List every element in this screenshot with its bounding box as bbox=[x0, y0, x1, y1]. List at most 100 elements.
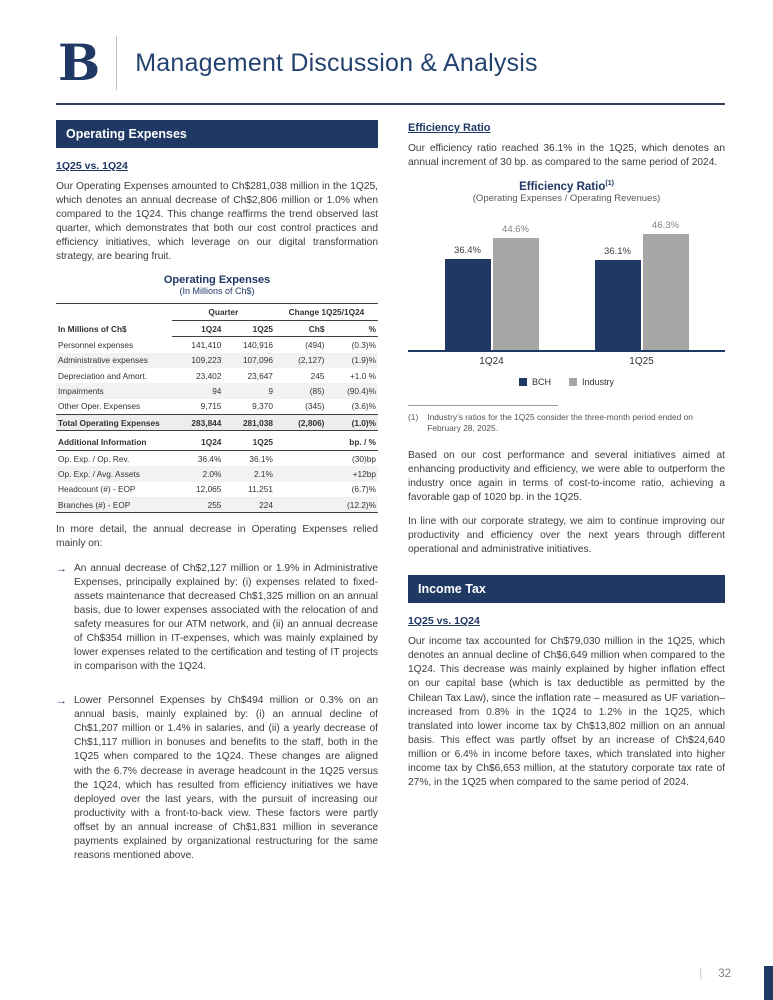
table-row: Op. Exp. / Op. Rev. 36.4% 36.1% (30)bp bbox=[56, 450, 378, 466]
table-cell: (6.7)% bbox=[351, 484, 376, 495]
subheading-1q25-vs-1q24: 1Q25 vs. 1Q24 bbox=[56, 160, 128, 172]
page-number-divider: | bbox=[699, 968, 703, 980]
bch-bar-1q25 bbox=[594, 259, 641, 350]
table-cell: (0.3)% bbox=[351, 339, 376, 350]
table-cell: +12bp bbox=[352, 468, 376, 479]
table-cell: Total Operating Expenses bbox=[56, 414, 172, 432]
efficiency-intro: Our efficiency ratio reached 36.1% in th… bbox=[408, 143, 725, 169]
bank-logo: B bbox=[58, 33, 101, 92]
table-cell: 12,065 bbox=[196, 484, 222, 495]
table-title: Operating Expenses bbox=[163, 274, 271, 287]
bullet-text: An annual decrease of Ch$2,127 million o… bbox=[74, 562, 378, 673]
footnote-text: Industry’s ratios for the 1Q25 consider … bbox=[427, 411, 693, 434]
table-cell: (3.6)% bbox=[351, 401, 376, 412]
chart-legend: BCH Industry bbox=[408, 377, 725, 387]
table-row: Administrative expenses 109,223 107,096 … bbox=[56, 352, 378, 368]
table-row: Branches (#) - EOP 255 224 (12.2)% bbox=[56, 496, 378, 514]
paragraph-outperform: Based on our cost performance and severa… bbox=[408, 449, 725, 503]
table-cell: 94 bbox=[212, 386, 222, 397]
section-header-operating-expenses: Operating Expenses bbox=[56, 120, 378, 148]
table-cell: 141,410 bbox=[191, 339, 222, 350]
table-cell: Headcount (#) - EOP bbox=[58, 484, 136, 495]
industry-legend-swatch bbox=[569, 377, 577, 386]
table-cell: Branches (#) - EOP bbox=[56, 496, 172, 514]
table-cell: (85) bbox=[309, 386, 325, 397]
left-column: Operating Expenses 1Q25 vs. 1Q24 Our Ope… bbox=[56, 120, 378, 883]
table-cell: (494) bbox=[305, 339, 325, 350]
arrow-icon: → bbox=[56, 695, 67, 708]
table-row: Op. Exp. / Avg. Assets 2.0% 2.1% +12bp bbox=[56, 466, 378, 482]
table-cell: 11,251 bbox=[248, 484, 273, 495]
bch-legend-swatch bbox=[518, 377, 527, 386]
table-cell: (345) bbox=[305, 401, 325, 412]
table-cell: 245 bbox=[310, 370, 325, 381]
industry-bar-1q25 bbox=[642, 234, 689, 350]
table-cell: 9 bbox=[268, 386, 273, 397]
column-header: bp. / % bbox=[274, 434, 378, 451]
corner-accent-strip bbox=[764, 966, 773, 1000]
legend-item-bch: BCH bbox=[518, 377, 551, 387]
table-cell: 23,647 bbox=[247, 370, 273, 381]
additional-info-header-row: Additional Information 1Q24 1Q25 bp. / % bbox=[56, 434, 378, 451]
table-row: Headcount (#) - EOP 12,065 11,251 (6.7)% bbox=[56, 482, 378, 497]
chart-x-axis-labels: 1Q24 1Q25 bbox=[408, 352, 725, 367]
table-cell: 109,223 bbox=[191, 355, 222, 366]
chart-title-footnote-ref: (1) bbox=[605, 180, 614, 188]
x-axis-label: 1Q24 bbox=[479, 355, 504, 367]
bullet-administrative-expenses: → An annual decrease of Ch$2,127 million… bbox=[56, 562, 378, 685]
column-header: 1Q24 bbox=[171, 434, 224, 451]
table-row: Impairments 94 9 (85) (90.4)% bbox=[56, 383, 378, 399]
table-row: Other Oper. Expenses 9,715 9,370 (345) (… bbox=[56, 399, 378, 415]
chart-subtitle: (Operating Expenses / Operating Revenues… bbox=[472, 192, 661, 204]
chart-plot-area: 36.4% 44.6% 36.1% 46.3% bbox=[408, 220, 725, 352]
bar-value-label: 36.1% bbox=[604, 245, 631, 257]
legend-item-industry: Industry bbox=[569, 377, 614, 387]
table-cell: Op. Exp. / Avg. Assets bbox=[58, 468, 140, 479]
bar-value-label: 36.4% bbox=[454, 244, 481, 256]
table-cell: (12.2)% bbox=[274, 496, 378, 514]
table-cell: 36.4% bbox=[197, 453, 222, 464]
bar-group-1q24: 36.4% 44.6% bbox=[444, 224, 539, 350]
arrow-icon: → bbox=[56, 562, 67, 575]
efficiency-ratio-chart: Efficiency Ratio(1) (Operating Expenses … bbox=[408, 180, 725, 387]
income-tax-paragraph: Our income tax accounted for Ch$79,030 m… bbox=[408, 636, 725, 788]
table-cell: 107,096 bbox=[242, 355, 273, 366]
legend-label: Industry bbox=[582, 376, 615, 387]
table-row: Depreciation and Amort. 23,402 23,647 24… bbox=[56, 368, 378, 383]
operating-expenses-intro: Our Operating Expenses amounted to Ch$28… bbox=[56, 181, 378, 263]
table-cell: Personnel expenses bbox=[58, 339, 134, 350]
page-header: B Management Discussion & Analysis bbox=[0, 0, 773, 90]
table-cell: (90.4)% bbox=[346, 386, 376, 397]
column-header: 1Q25 bbox=[223, 320, 275, 338]
bar-group-1q25: 36.1% 46.3% bbox=[594, 220, 689, 350]
operating-expenses-table: In Millions of Ch$ Quarter Change 1Q25/1… bbox=[56, 303, 378, 514]
bar-value-label: 44.6% bbox=[502, 224, 529, 236]
table-cell: +1.0 % bbox=[349, 370, 376, 381]
column-header: % bbox=[326, 320, 378, 338]
column-header: Additional Information bbox=[56, 434, 172, 451]
page-number: | 32 bbox=[699, 968, 731, 980]
table-cell: 23,402 bbox=[196, 370, 222, 381]
bullet-text: Lower Personnel Expenses by Ch$494 milli… bbox=[74, 695, 378, 861]
table-subtitle: (In Millions of Ch$) bbox=[179, 286, 255, 297]
chart-footnote: (1) Industry’s ratios for the 1Q25 consi… bbox=[408, 412, 700, 435]
table-cell: 224 bbox=[223, 496, 275, 514]
page-title: Management Discussion & Analysis bbox=[135, 48, 538, 77]
footnote-divider bbox=[408, 404, 558, 406]
table-cell: 2.1% bbox=[254, 468, 273, 479]
x-axis-label: 1Q25 bbox=[629, 355, 654, 367]
industry-bar-1q24 bbox=[492, 238, 539, 350]
bullet-personnel-expenses: → Lower Personnel Expenses by Ch$494 mil… bbox=[56, 694, 378, 873]
logo-divider bbox=[116, 36, 118, 90]
table-cell: (2,806) bbox=[274, 414, 327, 432]
paragraph-strategy: In line with our corporate strategy, we … bbox=[408, 515, 725, 556]
column-header: 1Q25 bbox=[223, 434, 275, 451]
table-cell: 255 bbox=[171, 496, 224, 514]
table-total-row: Total Operating Expenses 283,844 281,038… bbox=[56, 414, 378, 432]
bar-value-label: 46.3% bbox=[652, 220, 679, 232]
column-header: Ch$ bbox=[274, 320, 327, 338]
right-column: Efficiency Ratio Our efficiency ratio re… bbox=[408, 120, 725, 883]
table-cell: Administrative expenses bbox=[58, 355, 148, 366]
table-cell: 9,370 bbox=[252, 401, 273, 412]
table-cell: (1.0)% bbox=[326, 414, 378, 432]
